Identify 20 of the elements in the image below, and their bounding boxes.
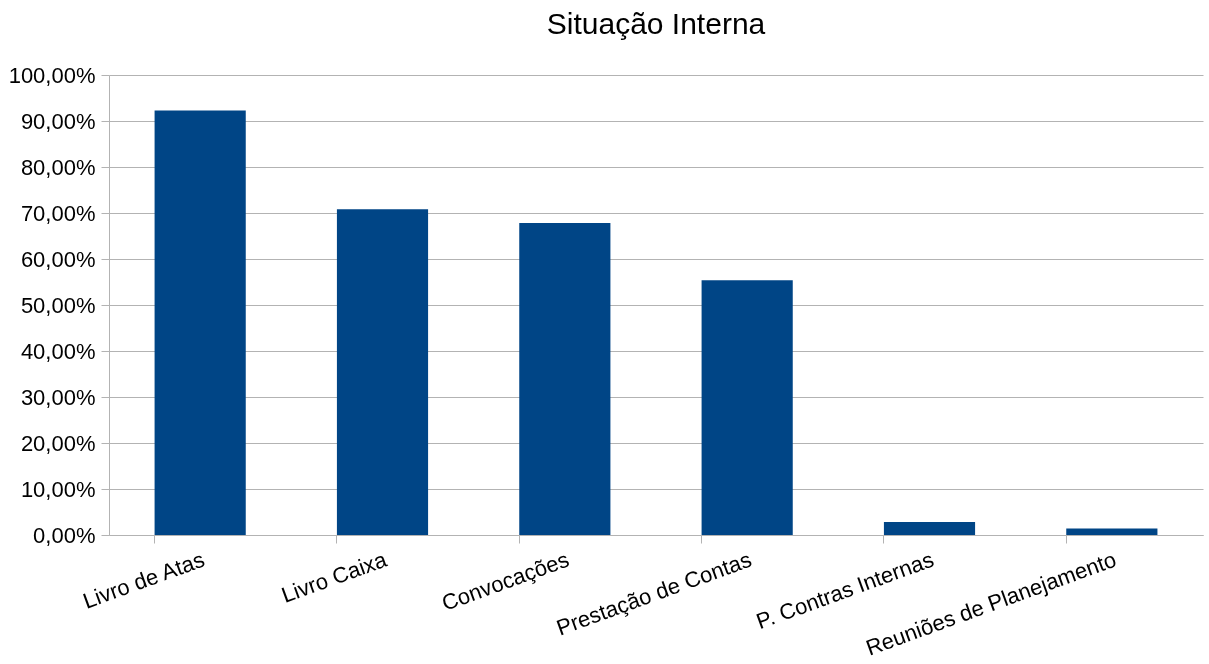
y-tick-label: 60,00% — [20, 246, 96, 272]
x-tick-label: Livro de Atas — [79, 546, 208, 614]
y-tick-label: 70,00% — [20, 200, 96, 226]
y-tick-label: 10,00% — [20, 476, 96, 502]
y-tick-label: 20,00% — [20, 430, 96, 456]
y-tick-label: 100,00% — [8, 62, 96, 88]
y-tick-label: 80,00% — [20, 154, 96, 180]
x-tick-label: Livro Caixa — [278, 546, 391, 608]
y-tick-label: 30,00% — [20, 384, 96, 410]
chart-title: Situação Interna — [546, 7, 766, 40]
bar — [701, 280, 793, 535]
bar — [519, 223, 611, 535]
bar — [336, 209, 429, 535]
y-tick-label: 50,00% — [20, 292, 96, 318]
y-tick-label: 0,00% — [33, 522, 96, 548]
bar — [154, 110, 246, 535]
bar — [883, 522, 976, 535]
y-tick-label: 90,00% — [20, 108, 96, 134]
y-tick-label: 40,00% — [20, 338, 96, 364]
bar — [1066, 528, 1158, 535]
